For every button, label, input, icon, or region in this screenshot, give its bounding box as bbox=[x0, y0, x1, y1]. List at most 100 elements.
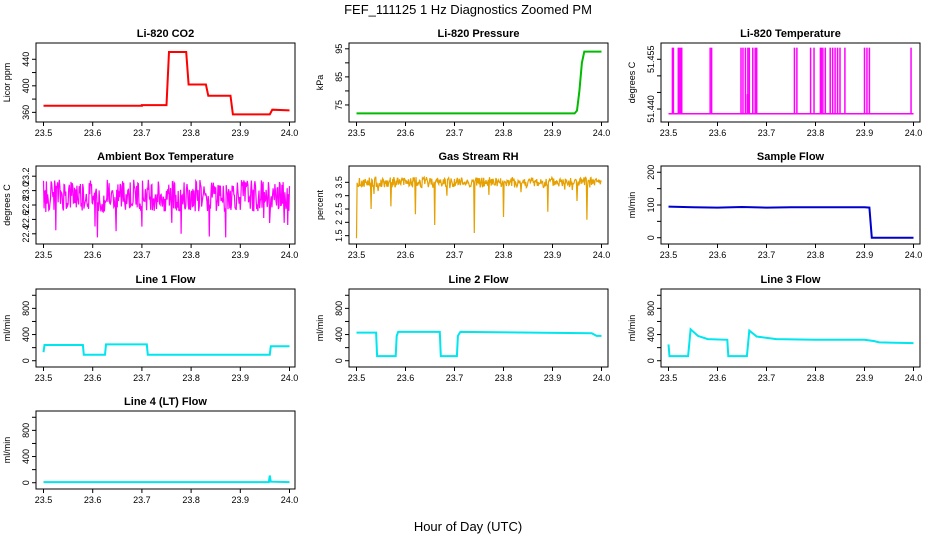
x-tick-label: 23.7 bbox=[446, 250, 464, 260]
series-line bbox=[668, 205, 914, 239]
y-tick-label: 22.8 bbox=[21, 196, 31, 214]
x-tick-label: 23.6 bbox=[84, 128, 102, 138]
panel-1: Li-820 Pressure kPa 23.5 23.6 23.7 23.8 23.9 24… bbox=[315, 28, 610, 138]
y-tick-label: 3 bbox=[334, 193, 344, 198]
y-tick-label: 22.4 bbox=[21, 225, 31, 243]
x-tick-label: 23.7 bbox=[446, 373, 464, 383]
y-tick-label: 23.0 bbox=[21, 182, 31, 200]
plot-frame bbox=[660, 42, 921, 123]
x-tick-label: 23.6 bbox=[397, 250, 415, 260]
x-tick-label: 23.9 bbox=[544, 373, 562, 383]
x-tick-label: 23.5 bbox=[348, 250, 366, 260]
x-tick-label: 23.6 bbox=[709, 373, 727, 383]
y-tick-label: 85 bbox=[334, 72, 344, 82]
x-tick-label: 23.9 bbox=[856, 373, 874, 383]
series-line bbox=[667, 327, 914, 358]
x-tick-label: 24.0 bbox=[905, 250, 923, 260]
y-tick-label: 400 bbox=[334, 327, 344, 342]
x-tick-label: 23.6 bbox=[84, 250, 102, 260]
x-tick-label: 23.5 bbox=[660, 250, 678, 260]
y-tick-label: 2 bbox=[334, 220, 344, 225]
plot-frame bbox=[660, 165, 921, 245]
y-axis-label: ml/min bbox=[2, 315, 12, 342]
x-tick-label: 24.0 bbox=[281, 495, 299, 505]
plot-frame bbox=[660, 288, 921, 368]
x-tick-label: 23.5 bbox=[35, 250, 53, 260]
panel-2: Li-820 Temperature degrees C 23.5 23.6 23.7 2… bbox=[627, 28, 922, 138]
x-tick-label: 23.6 bbox=[709, 128, 727, 138]
x-tick-label: 23.8 bbox=[182, 373, 200, 383]
y-axis-label: ml/min bbox=[627, 192, 637, 219]
x-tick-label: 23.8 bbox=[495, 250, 513, 260]
series-line bbox=[43, 51, 290, 116]
x-tick-label: 24.0 bbox=[593, 373, 611, 383]
x-tick-label: 23.7 bbox=[758, 373, 776, 383]
panel-7: Line 2 Flow ml/min 23.5 23.6 23.7 23.8 23.9 24.… bbox=[315, 274, 610, 383]
y-axis-label: degrees C bbox=[627, 61, 637, 103]
x-tick-label: 23.9 bbox=[232, 250, 250, 260]
x-tick-label: 23.6 bbox=[397, 373, 415, 383]
panel-0: Li-820 CO2 Licor ppm 23.5 23.6 23.7 23.8 23.9 2… bbox=[2, 28, 298, 138]
x-tick-label: 24.0 bbox=[281, 373, 299, 383]
y-tick-label: 440 bbox=[21, 52, 31, 67]
y-tick-label: 3.5 bbox=[334, 176, 344, 189]
x-tick-label: 23.9 bbox=[544, 128, 562, 138]
y-tick-label: 51.440 bbox=[646, 95, 656, 123]
y-axis-label: kPa bbox=[315, 75, 325, 91]
panel-title: Line 4 (LT) Flow bbox=[124, 396, 207, 408]
series-line bbox=[356, 50, 602, 115]
panel-title: Li-820 Pressure bbox=[438, 28, 520, 40]
x-tick-label: 23.9 bbox=[544, 250, 562, 260]
x-tick-label: 23.6 bbox=[84, 373, 102, 383]
x-tick-label: 23.5 bbox=[35, 373, 53, 383]
panel-title: Sample Flow bbox=[757, 151, 825, 163]
figure-x-label: Hour of Day (UTC) bbox=[414, 519, 522, 534]
panel-title: Line 2 Flow bbox=[449, 274, 509, 286]
y-tick-label: 95 bbox=[334, 44, 344, 54]
panel-3: Ambient Box Temperature degrees C 23.5 23.6… bbox=[2, 151, 298, 260]
x-tick-label: 23.5 bbox=[35, 495, 53, 505]
y-axis-label: ml/min bbox=[2, 437, 12, 464]
y-axis-label: ml/min bbox=[315, 315, 325, 342]
x-tick-label: 23.7 bbox=[758, 128, 776, 138]
x-tick-label: 23.9 bbox=[856, 250, 874, 260]
y-tick-label: 23.2 bbox=[21, 167, 31, 185]
y-tick-label: 400 bbox=[21, 449, 31, 464]
y-tick-label: 200 bbox=[646, 165, 656, 180]
x-tick-label: 23.7 bbox=[133, 495, 151, 505]
x-tick-label: 23.6 bbox=[397, 128, 415, 138]
x-tick-label: 24.0 bbox=[905, 128, 923, 138]
panel-5: Sample Flow ml/min 23.5 23.6 23.7 23.8 23.9 24.… bbox=[627, 151, 922, 260]
plot-frame bbox=[35, 42, 296, 123]
x-tick-label: 23.8 bbox=[182, 250, 200, 260]
panel-title: Line 1 Flow bbox=[136, 274, 196, 286]
x-tick-label: 24.0 bbox=[281, 128, 299, 138]
panel-title: Gas Stream RH bbox=[438, 151, 518, 163]
y-tick-label: 0 bbox=[334, 358, 344, 363]
y-tick-label: 0 bbox=[21, 358, 31, 363]
x-tick-label: 23.9 bbox=[856, 128, 874, 138]
y-axis-label: Licor ppm bbox=[2, 63, 12, 103]
x-tick-label: 23.6 bbox=[709, 250, 727, 260]
panel-title: Line 3 Flow bbox=[761, 274, 821, 286]
x-tick-label: 23.8 bbox=[495, 373, 513, 383]
series-line bbox=[43, 475, 290, 484]
y-tick-label: 800 bbox=[646, 301, 656, 316]
y-tick-label: 400 bbox=[21, 327, 31, 342]
plot-frame bbox=[348, 42, 609, 123]
y-tick-label: 400 bbox=[646, 327, 656, 342]
plot-frame bbox=[348, 288, 609, 368]
y-tick-label: 22.6 bbox=[21, 211, 31, 229]
x-tick-label: 23.7 bbox=[446, 128, 464, 138]
y-axis-label: ml/min bbox=[627, 315, 637, 342]
series-line bbox=[356, 330, 602, 358]
y-tick-label: 1.5 bbox=[334, 229, 344, 242]
x-tick-label: 23.8 bbox=[807, 128, 825, 138]
y-tick-label: 2.5 bbox=[334, 203, 344, 216]
x-tick-label: 23.5 bbox=[660, 128, 678, 138]
x-tick-label: 23.8 bbox=[807, 250, 825, 260]
x-tick-label: 23.5 bbox=[348, 128, 366, 138]
y-tick-label: 800 bbox=[21, 423, 31, 438]
